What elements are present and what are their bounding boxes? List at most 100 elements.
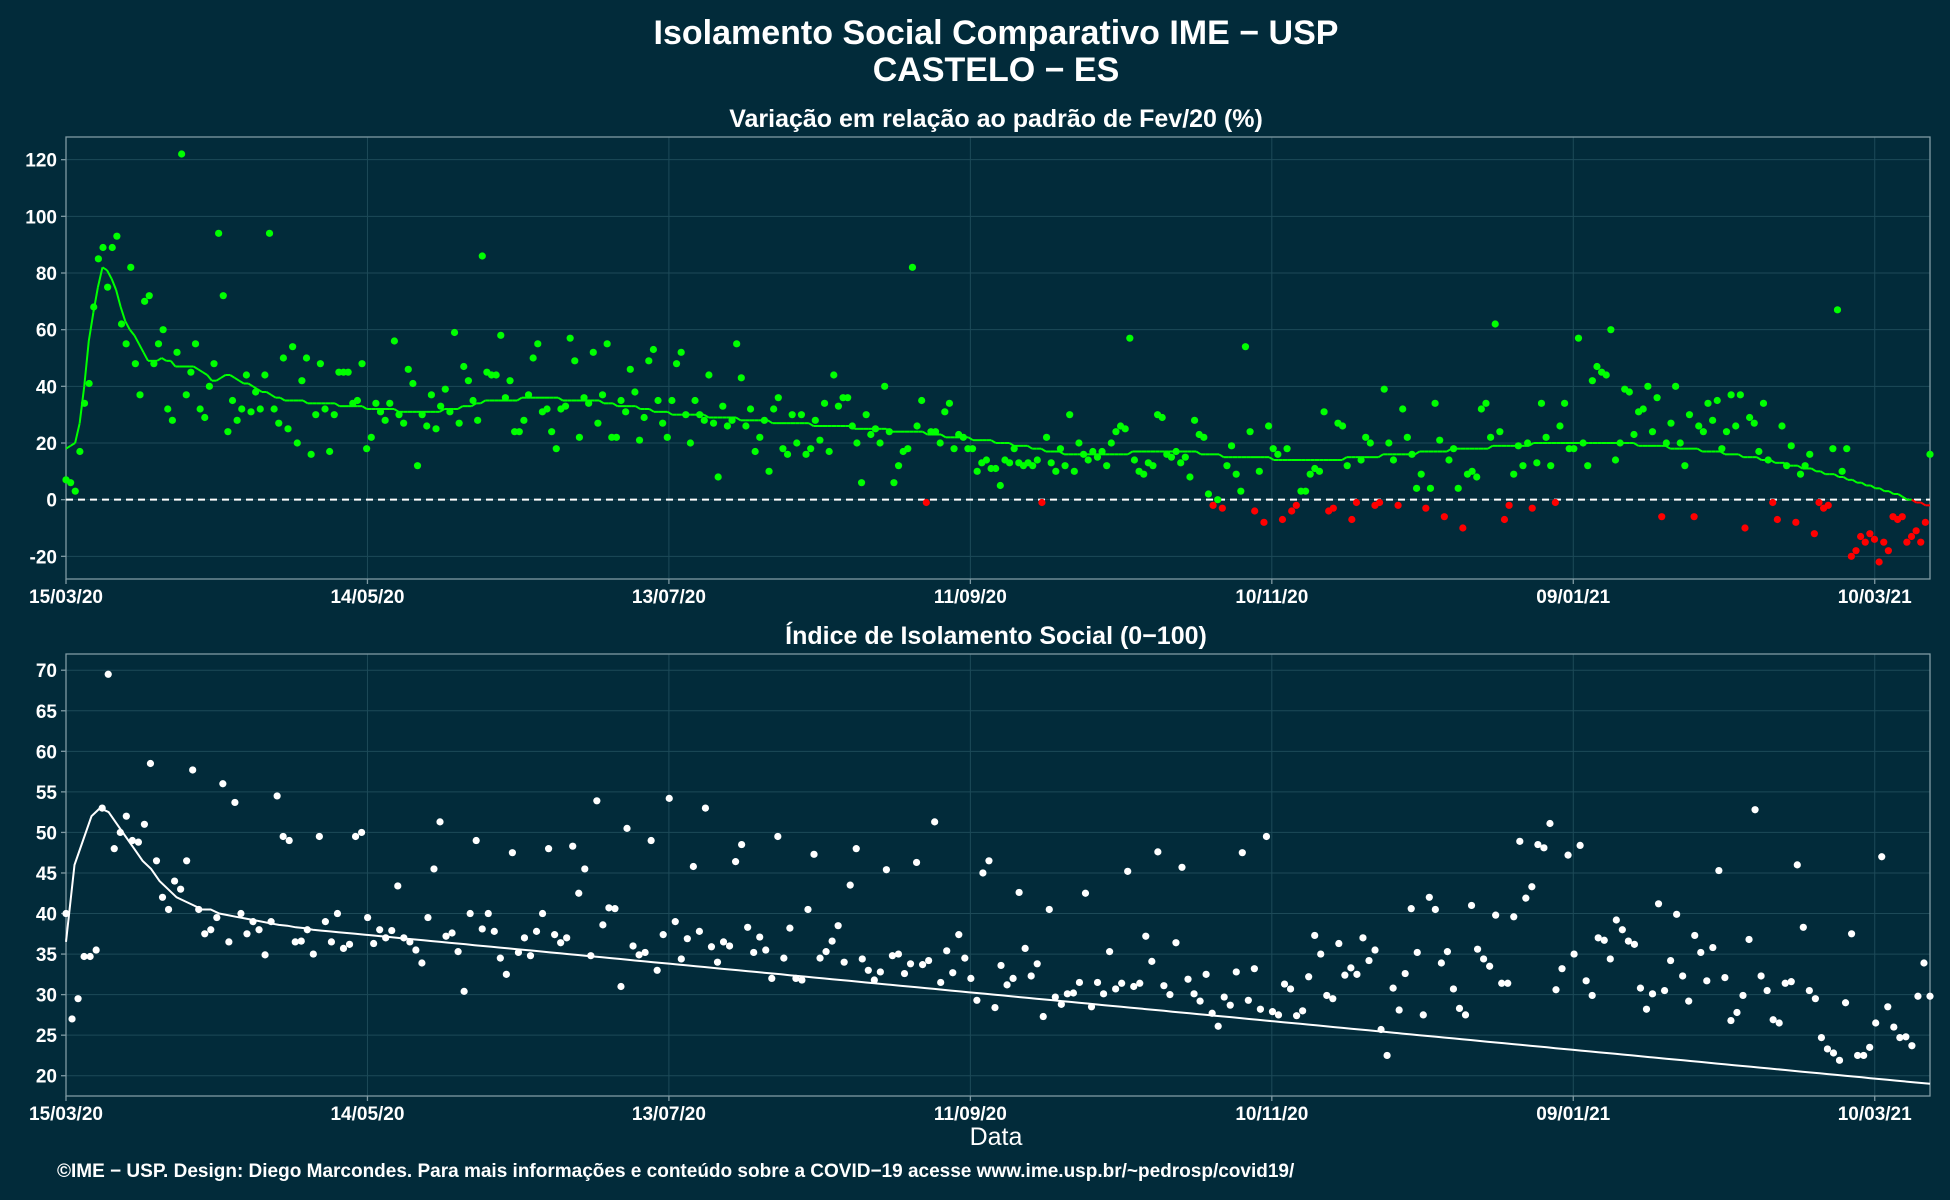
data-point <box>1357 456 1365 464</box>
data-point <box>876 439 884 447</box>
data-point <box>1866 530 1874 538</box>
data-point <box>967 974 975 983</box>
data-point <box>723 422 732 430</box>
data-point <box>1154 848 1162 856</box>
data-point <box>237 909 245 918</box>
data-point <box>1226 1001 1234 1009</box>
data-point <box>696 411 704 419</box>
data-point <box>432 425 440 433</box>
data-point <box>825 447 833 456</box>
data-point <box>857 479 866 487</box>
moving-average-segment <box>1697 447 1703 453</box>
data-point <box>1099 990 1108 998</box>
data-point <box>580 394 588 402</box>
data-point <box>110 845 118 853</box>
data-point <box>1075 439 1083 447</box>
data-point <box>164 905 173 914</box>
moving-average-segment <box>119 306 127 322</box>
data-point <box>982 456 991 464</box>
data-point <box>908 263 917 271</box>
data-point <box>647 836 655 845</box>
data-point <box>99 243 107 252</box>
y-tick-label: 80 <box>36 264 57 285</box>
data-point <box>1736 391 1744 399</box>
data-point <box>1299 1007 1307 1015</box>
data-point <box>1126 334 1134 342</box>
data-point <box>1648 990 1657 998</box>
data-point <box>918 961 927 969</box>
data-point <box>945 399 954 407</box>
data-point <box>1921 518 1929 526</box>
data-point <box>1912 527 1920 535</box>
data-point <box>1648 428 1657 436</box>
data-point <box>750 948 758 957</box>
moving-average-segment <box>612 402 618 408</box>
data-point <box>400 419 408 427</box>
data-point <box>1186 473 1194 481</box>
data-point <box>1898 513 1906 521</box>
data-point <box>1087 1003 1096 1011</box>
data-point <box>1280 980 1289 988</box>
data-point <box>1264 422 1273 430</box>
data-point <box>524 391 533 399</box>
data-point <box>973 467 981 475</box>
data-point <box>792 974 800 983</box>
data-point <box>645 357 653 365</box>
data-point <box>327 938 336 946</box>
data-point <box>1841 999 1850 1007</box>
data-point <box>1829 445 1837 453</box>
data-point <box>1202 970 1210 978</box>
x-tick-label: 10/03/21 <box>1838 1104 1912 1125</box>
data-point <box>273 792 281 800</box>
y-tick-label: 70 <box>36 661 57 682</box>
data-point <box>242 371 250 379</box>
data-point <box>168 416 176 424</box>
x-tick-label: 14/05/20 <box>330 1104 404 1125</box>
panel1-title: Variação em relação ao padrão de Fev/20 … <box>729 105 1263 133</box>
data-point <box>1908 1042 1916 1050</box>
data-point <box>1467 901 1476 910</box>
data-point <box>575 433 584 441</box>
data-point <box>1112 428 1120 436</box>
data-point <box>1618 926 1626 934</box>
data-point <box>1926 450 1934 458</box>
data-point <box>1278 515 1287 524</box>
data-point <box>173 348 181 356</box>
moving-average-segment <box>667 410 673 416</box>
data-point <box>1870 535 1879 543</box>
data-point <box>1852 547 1860 555</box>
data-point <box>1787 978 1795 986</box>
data-point <box>1238 849 1246 857</box>
data-point <box>1843 445 1851 453</box>
data-point <box>1806 450 1814 458</box>
data-point <box>455 419 463 427</box>
data-point <box>937 978 945 987</box>
data-point <box>1283 445 1291 453</box>
data-point <box>506 377 514 385</box>
data-point <box>1190 990 1198 998</box>
y-tick-label: 0 <box>46 491 57 512</box>
data-point <box>594 419 602 427</box>
data-point <box>80 952 88 961</box>
data-point <box>1160 982 1168 990</box>
moving-average-segment <box>1833 473 1840 478</box>
data-point <box>441 385 449 393</box>
data-point <box>705 371 713 379</box>
data-point <box>1323 991 1331 1000</box>
data-point <box>900 969 909 978</box>
data-point <box>1751 806 1759 814</box>
data-point <box>376 926 384 934</box>
data-point <box>228 396 237 405</box>
moving-average-segment <box>922 430 928 436</box>
plot-frame <box>65 653 1931 1097</box>
data-point <box>404 365 412 373</box>
data-point <box>719 938 728 946</box>
data-point <box>205 382 213 390</box>
data-point <box>931 818 939 826</box>
data-point <box>326 447 334 456</box>
data-point <box>1676 439 1684 447</box>
data-point <box>1047 459 1055 467</box>
data-point <box>364 913 372 922</box>
data-point <box>882 866 891 874</box>
data-point <box>502 970 510 978</box>
